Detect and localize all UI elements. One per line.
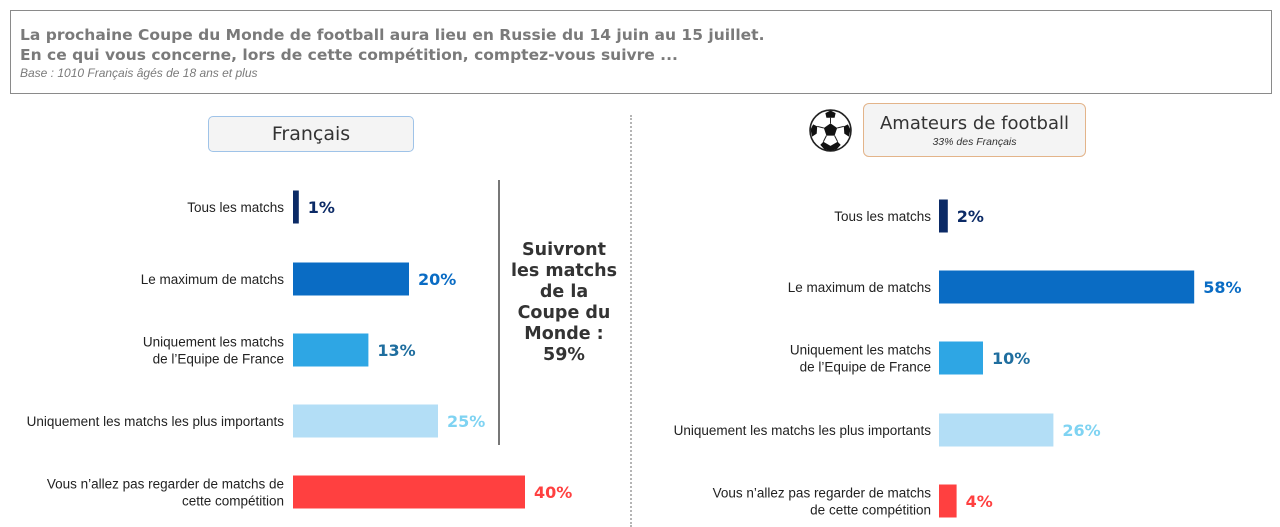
panel-title-amateurs-label: Amateurs de football	[879, 113, 1070, 134]
francais-value-equipe: 13%	[377, 341, 415, 360]
amateurs-value-aucun: 4%	[966, 492, 993, 511]
panel-divider	[630, 115, 632, 527]
amateurs-value-equipe: 10%	[992, 349, 1030, 368]
francais-category-importants: Uniquement les matchs les plus important…	[27, 414, 285, 429]
panel-title-amateurs: Amateurs de football 33% des Français	[863, 103, 1086, 157]
amateurs-category-equipe: Uniquement les matchs de l’Equipe de Fran…	[790, 343, 931, 375]
amateurs-value-tous: 2%	[957, 207, 984, 226]
summary-callout: Suivront les matchs de la Coupe du Monde…	[510, 240, 618, 365]
amateurs-category-tous: Tous les matchs	[834, 209, 931, 224]
question-line-2: En ce qui vous concerne, lors de cette c…	[20, 46, 678, 64]
summary-separator	[498, 180, 500, 445]
amateurs-bar-maximum	[939, 270, 1195, 304]
amateurs-bar-importants	[939, 413, 1054, 447]
francais-value-aucun: 40%	[534, 483, 572, 502]
francais-value-tous: 1%	[308, 198, 335, 217]
panel-title-francais-label: Français	[271, 123, 351, 145]
francais-value-importants: 25%	[447, 412, 485, 431]
question-box: La prochaine Coupe du Monde de football …	[10, 10, 1272, 94]
francais-category-aucun: Vous n’allez pas regarder de matchs de ce…	[47, 477, 284, 509]
amateurs-category-maximum: Le maximum de matchs	[788, 280, 932, 295]
amateurs-category-importants: Uniquement les matchs les plus important…	[674, 423, 932, 438]
base-note: Base : 1010 Français âgés de 18 ans et p…	[20, 66, 258, 80]
francais-bar-importants	[293, 404, 438, 438]
amateurs-category-aucun: Vous n’allez pas regarder de matchs de ce…	[713, 486, 932, 518]
francais-bar-maximum	[293, 262, 409, 296]
amateurs-bar-equipe	[939, 341, 983, 375]
francais-value-maximum: 20%	[418, 270, 456, 289]
francais-bar-tous	[293, 190, 299, 224]
amateurs-value-maximum: 58%	[1203, 278, 1241, 297]
panel-subtitle-amateurs: 33% des Français	[932, 136, 1017, 148]
francais-category-tous: Tous les matchs	[187, 200, 284, 215]
francais-bar-aucun	[293, 475, 525, 509]
soccer-ball-icon	[809, 109, 852, 152]
francais-bar-equipe	[293, 333, 369, 367]
amateurs-bar-aucun	[939, 484, 957, 518]
amateurs-bar-tous	[939, 199, 948, 233]
francais-category-maximum: Le maximum de matchs	[141, 272, 285, 287]
panel-title-francais: Français	[208, 116, 414, 152]
amateurs-value-importants: 26%	[1062, 421, 1100, 440]
question-line-1: La prochaine Coupe du Monde de football …	[20, 26, 765, 44]
francais-category-equipe: Uniquement les matchs de l’Equipe de Fran…	[143, 335, 284, 367]
